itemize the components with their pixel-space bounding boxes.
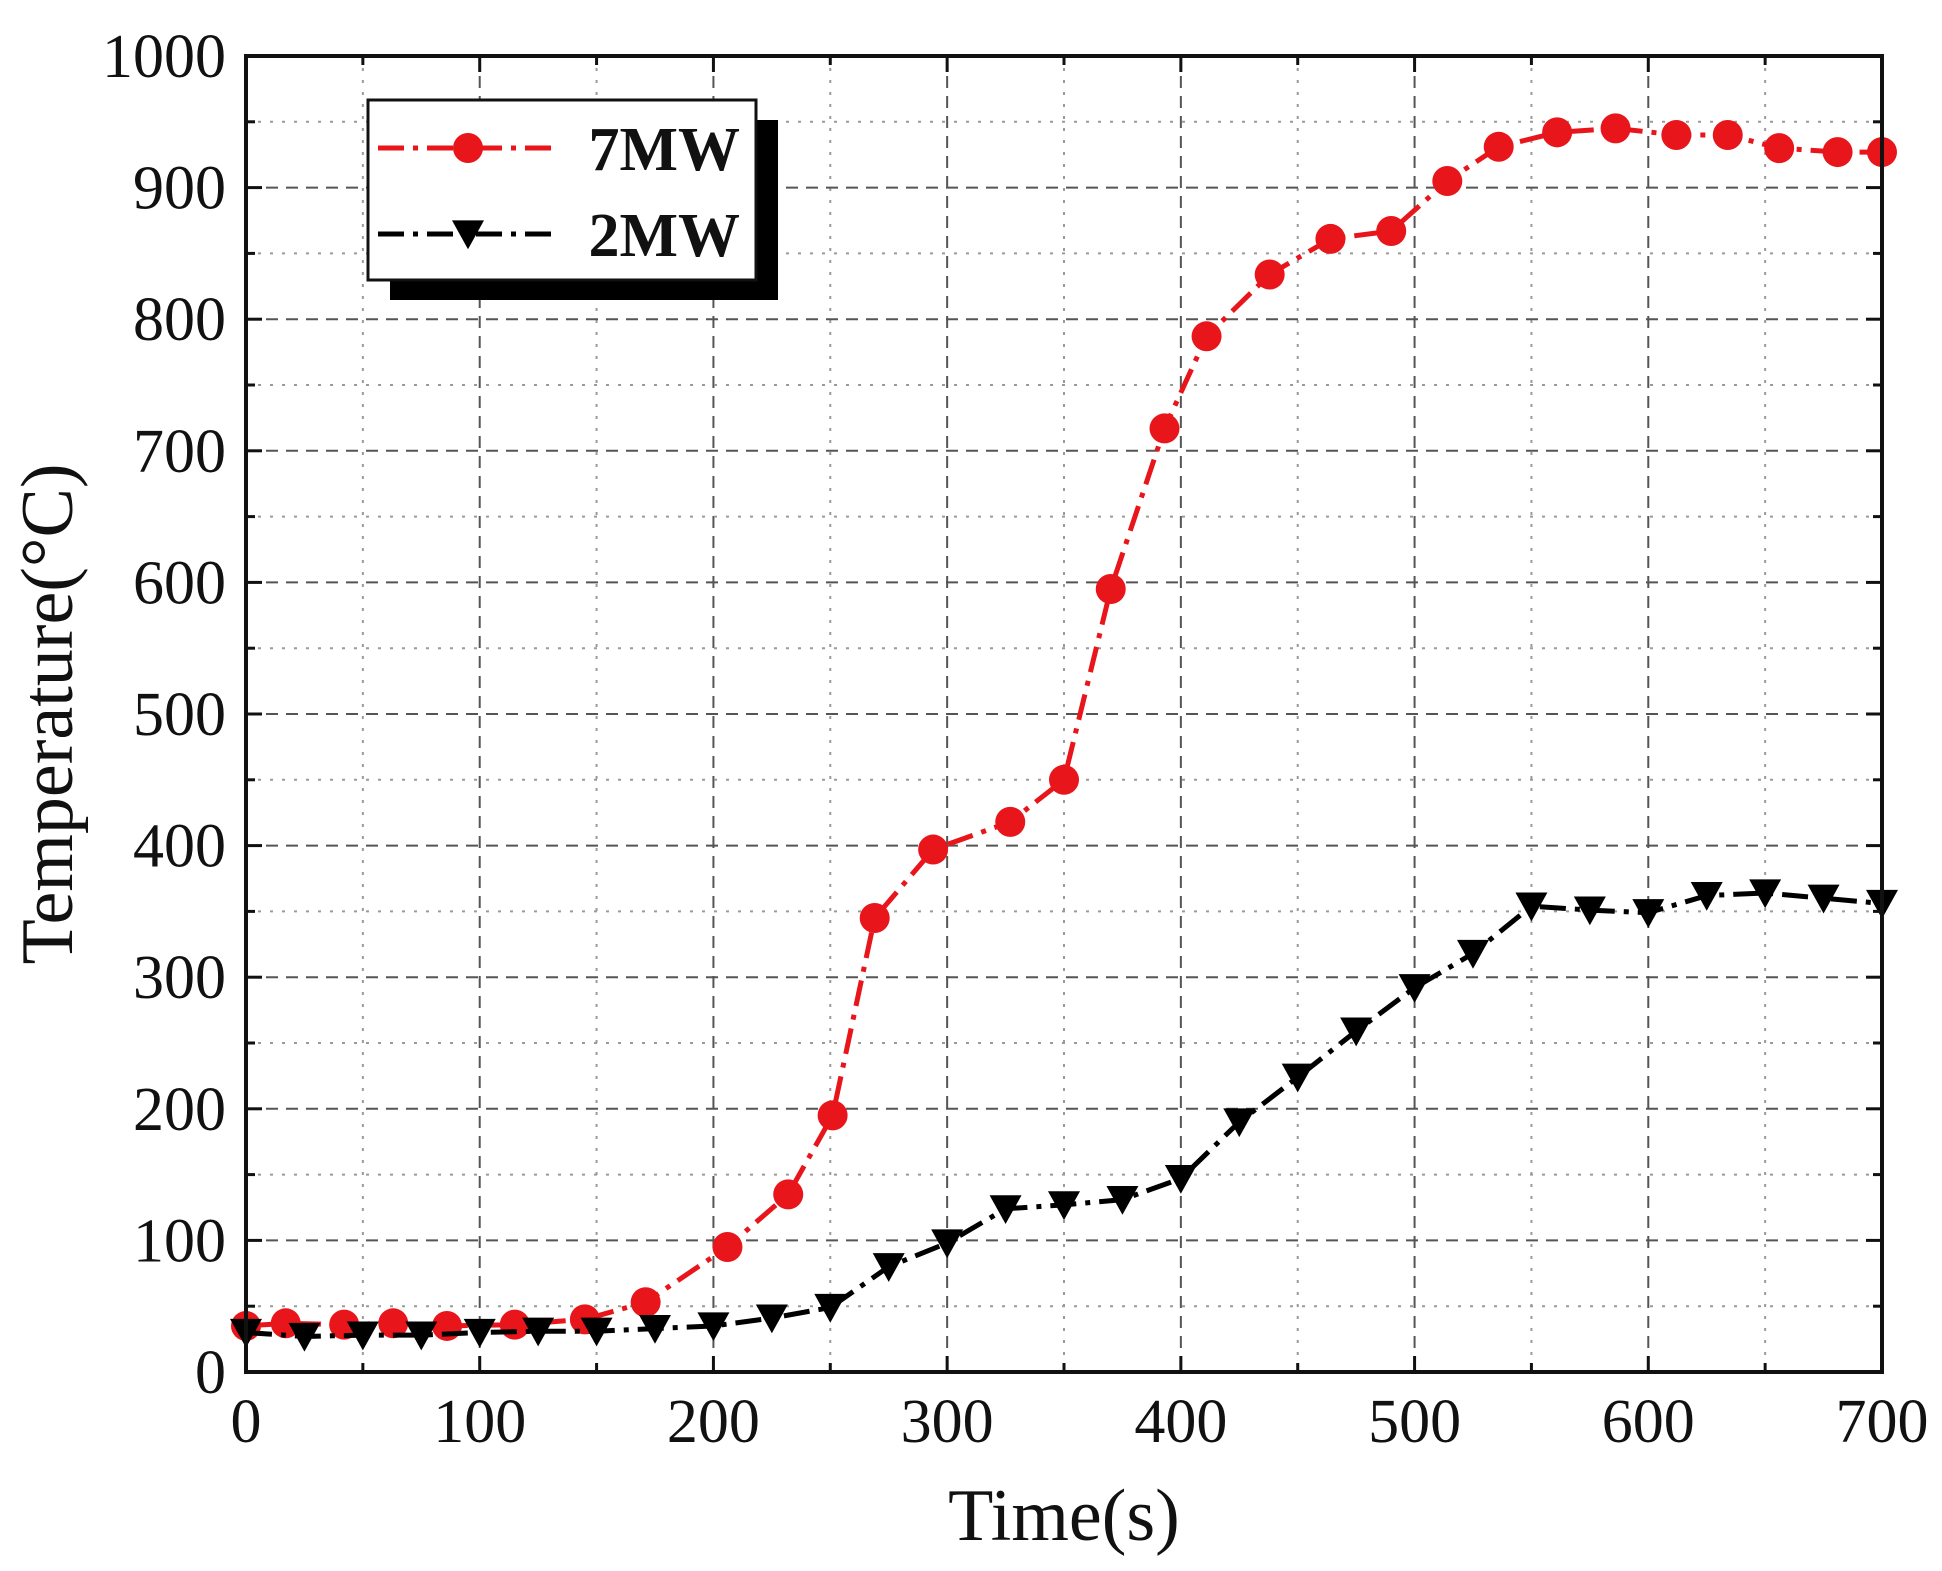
x-tick-label: 700 <box>1836 1388 1929 1456</box>
data-point-2MW <box>989 1195 1022 1225</box>
data-point-2MW <box>580 1317 613 1347</box>
axis-ticks: 0 100 200 300 400 500 600 700 0 100 200 300 400 500 60… <box>102 23 1929 1456</box>
data-point-7MW <box>1822 137 1853 168</box>
data-point-7MW <box>630 1287 661 1318</box>
data-point-7MW <box>1376 216 1407 247</box>
y-tick-label: 100 <box>133 1207 226 1275</box>
data-point-2MW <box>463 1318 496 1348</box>
data-point-2MW <box>639 1314 671 1344</box>
data-point-7MW <box>1712 119 1743 150</box>
data-point-2MW <box>697 1312 730 1342</box>
data-point-2MW <box>288 1322 321 1352</box>
y-tick-label: 0 <box>195 1339 226 1407</box>
data-point-2MW <box>1749 879 1782 909</box>
data-point-7MW <box>1764 133 1795 164</box>
y-tick-label: 500 <box>133 681 226 749</box>
data-point-2MW <box>1223 1108 1256 1138</box>
data-point-2MW <box>814 1293 847 1323</box>
x-tick-label: 600 <box>1602 1388 1695 1456</box>
data-point-7MW <box>1661 119 1692 150</box>
data-point-7MW <box>1600 113 1631 144</box>
x-tick-label: 500 <box>1368 1388 1461 1456</box>
data-point-7MW <box>329 1309 360 1340</box>
legend-marker-7MW <box>453 133 483 163</box>
data-point-7MW <box>1049 764 1079 795</box>
series-2MW <box>230 879 1898 1352</box>
legend-label-2MW: 2MW <box>588 202 740 270</box>
x-tick-label: 400 <box>1134 1388 1227 1456</box>
y-tick-label: 400 <box>133 813 226 881</box>
data-point-2MW <box>522 1317 555 1347</box>
data-point-2MW <box>1164 1164 1197 1194</box>
data-point-2MW <box>931 1229 964 1259</box>
data-point-7MW <box>712 1231 743 1262</box>
y-tick-label: 700 <box>133 418 226 486</box>
x-tick-label: 100 <box>433 1388 526 1456</box>
data-point-7MW <box>378 1308 409 1339</box>
y-tick-label: 1000 <box>102 23 226 91</box>
data-point-7MW <box>1095 573 1126 604</box>
y-tick-label: 300 <box>133 944 226 1012</box>
data-point-7MW <box>995 806 1026 837</box>
y-axis-title: Temperature(°C) <box>7 463 89 964</box>
data-point-2MW <box>1573 896 1606 926</box>
data-point-7MW <box>773 1179 804 1210</box>
data-point-2MW <box>1340 1017 1373 1047</box>
data-point-7MW <box>817 1100 848 1131</box>
data-point-2MW <box>755 1304 788 1334</box>
data-point-7MW <box>918 834 949 865</box>
data-point-7MW <box>1254 259 1285 290</box>
data-point-2MW <box>1515 892 1548 922</box>
data-point-7MW <box>1315 223 1346 254</box>
data-point-7MW <box>499 1309 530 1340</box>
data-point-2MW <box>1398 974 1431 1003</box>
data-point-7MW <box>859 902 890 933</box>
x-tick-label: 300 <box>901 1388 994 1456</box>
y-tick-label: 800 <box>133 286 226 354</box>
data-point-2MW <box>1457 939 1489 969</box>
data-point-7MW <box>1191 321 1222 352</box>
data-point-2MW <box>405 1321 438 1351</box>
data-point-2MW <box>1281 1063 1314 1093</box>
legend-box <box>366 98 758 282</box>
data-point-7MW <box>1432 166 1463 197</box>
y-tick-label: 600 <box>133 549 226 617</box>
legend-marker-2MW <box>452 220 484 250</box>
x-tick-label: 200 <box>667 1388 760 1456</box>
data-point-2MW <box>346 1321 379 1351</box>
data-point-2MW <box>1048 1191 1080 1221</box>
data-point-2MW <box>1690 882 1723 911</box>
series-7MW <box>231 113 1897 1341</box>
data-point-2MW <box>872 1253 905 1282</box>
y-tick-label: 900 <box>133 155 226 223</box>
data-point-2MW <box>1632 899 1665 928</box>
data-point-7MW <box>1149 413 1180 444</box>
data-point-7MW <box>1483 131 1514 162</box>
data-point-2MW <box>1807 884 1840 914</box>
data-point-7MW <box>1542 117 1573 148</box>
y-tick-label: 200 <box>133 1076 226 1144</box>
grid <box>246 56 1882 1372</box>
legend-label-7MW: 7MW <box>588 116 740 184</box>
data-point-2MW <box>1106 1186 1139 1215</box>
x-axis-title: Time(s) <box>948 1475 1180 1557</box>
x-tick-label: 0 <box>231 1388 262 1456</box>
series-layer <box>230 113 1898 1352</box>
